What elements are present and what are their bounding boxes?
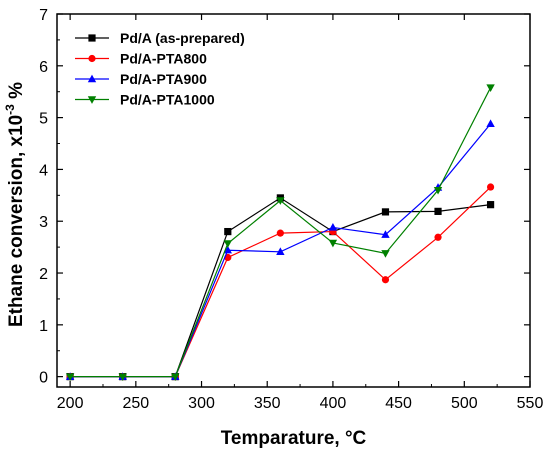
y-tick-label-5: 5 bbox=[39, 111, 48, 128]
data-point-1-520 bbox=[486, 201, 495, 209]
x-tick-label-500: 500 bbox=[451, 395, 478, 412]
legend-label-3: Pd/A-PTA900 bbox=[120, 71, 207, 87]
x-tick-label-450: 450 bbox=[385, 395, 412, 412]
legend-label-4: Pd/A-PTA1000 bbox=[120, 92, 215, 108]
series-line-2 bbox=[70, 186, 491, 378]
data-point-2-520 bbox=[486, 183, 495, 191]
x-axis-title: Temparature, °C bbox=[221, 428, 367, 449]
data-point-2-440 bbox=[381, 276, 390, 284]
series-4 bbox=[65, 84, 495, 382]
legend-marker-4 bbox=[87, 96, 97, 104]
x-tick-label-200: 200 bbox=[57, 395, 84, 412]
y-tick-label-4: 4 bbox=[39, 162, 48, 179]
y-tick-label-2: 2 bbox=[39, 266, 48, 283]
axis-ticks: 200 250 300 350 400 450 500 550 0 1 2 3 4 5 6 7 bbox=[39, 7, 543, 412]
data-point-2-480 bbox=[434, 233, 442, 241]
data-point-3-360 bbox=[276, 247, 285, 255]
y-axis-title-main: Ethane conversion, x10 bbox=[6, 115, 27, 327]
y-tick-label-3: 3 bbox=[39, 214, 48, 231]
x-tick-label-300: 300 bbox=[188, 395, 215, 412]
series-layer bbox=[65, 84, 495, 382]
data-point-4-240 bbox=[118, 373, 127, 382]
y-axis-title: Ethane conversion, x10-3 % bbox=[3, 82, 27, 327]
plot-frame bbox=[56, 13, 531, 388]
y-tick-label-1: 1 bbox=[39, 318, 48, 335]
y-tick-label-6: 6 bbox=[39, 59, 48, 76]
x-tick-label-350: 350 bbox=[254, 395, 281, 412]
x-tick-label-400: 400 bbox=[320, 395, 347, 412]
legend-marker-2 bbox=[88, 54, 96, 63]
legend-label-2: Pd/A-PTA800 bbox=[120, 51, 207, 67]
data-point-3-520 bbox=[486, 119, 495, 128]
data-point-4-200 bbox=[65, 373, 75, 382]
series-3 bbox=[65, 119, 495, 380]
x-tick-label-250: 250 bbox=[122, 395, 149, 412]
y-tick-label-7: 7 bbox=[39, 7, 48, 24]
data-point-4-280 bbox=[171, 373, 180, 382]
data-point-1-440 bbox=[381, 208, 390, 216]
series-line-1 bbox=[70, 197, 491, 378]
legend-marker-1 bbox=[88, 34, 96, 42]
plot-border bbox=[56, 13, 531, 388]
legend-label-1: Pd/A (as-prepared) bbox=[120, 30, 245, 46]
legend: Pd/A (as-prepared) Pd/A-PTA800 Pd/A-PTA900… bbox=[75, 30, 245, 108]
data-point-4-480 bbox=[433, 186, 443, 195]
data-point-4-520 bbox=[486, 84, 495, 92]
legend-marker-3 bbox=[87, 74, 97, 83]
series-2 bbox=[66, 183, 495, 381]
data-point-3-400 bbox=[328, 223, 338, 231]
data-point-2-360 bbox=[276, 229, 284, 237]
data-point-4-440 bbox=[381, 250, 390, 258]
data-point-1-320 bbox=[224, 227, 232, 236]
data-point-1-480 bbox=[434, 207, 442, 215]
data-point-4-320 bbox=[223, 240, 233, 248]
y-axis-title-unit: % bbox=[6, 82, 27, 104]
series-1 bbox=[66, 194, 495, 381]
x-tick-label-550: 550 bbox=[517, 395, 544, 412]
y-tick-label-0: 0 bbox=[39, 370, 48, 387]
data-point-3-320 bbox=[223, 245, 233, 254]
data-point-3-440 bbox=[381, 230, 390, 238]
y-axis-title-exponent: -3 bbox=[3, 104, 17, 115]
data-point-4-400 bbox=[328, 239, 338, 248]
data-point-4-360 bbox=[276, 197, 285, 205]
